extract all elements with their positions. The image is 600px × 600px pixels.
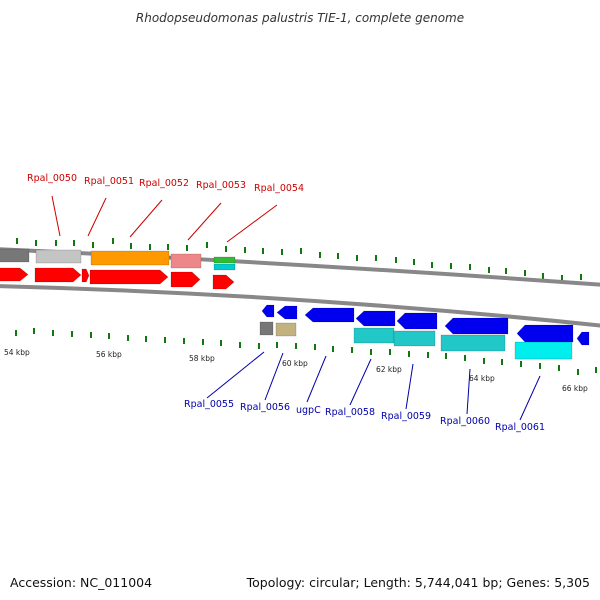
leader-lower-6: [519, 375, 541, 421]
gene-arrow-red-5: [212, 274, 235, 290]
scale-label-66kbp: 66 kbp: [562, 384, 588, 393]
leader-lower-0: [206, 351, 265, 399]
gene-box-rpal-0058: [353, 327, 395, 344]
leader-upper-3: [187, 202, 222, 241]
map-title: Rhodopseudomonas palustris TIE-1, comple…: [136, 11, 464, 25]
leader-lower-2: [306, 355, 327, 403]
gene-box-rpal-0054-cyan: [213, 263, 236, 271]
gene-label-rpal-0054[interactable]: Rpal_0054: [254, 183, 304, 194]
gene-arrow-blue-0: [261, 304, 275, 318]
leader-upper-0: [51, 195, 61, 237]
scale-label-58kbp: 58 kbp: [189, 354, 215, 363]
feature-track: [0, 248, 590, 360]
gene-label-rpal-0050[interactable]: Rpal_0050: [27, 173, 77, 184]
gene-arrow-blue-1: [276, 305, 298, 320]
gene-arrow-red-2: [81, 268, 90, 283]
leader-upper-4: [226, 204, 278, 243]
gene-label-rpal-0059[interactable]: Rpal_0059: [381, 411, 431, 422]
gene-arrow-blue-6: [516, 324, 574, 343]
gene-arrow-red-1: [34, 267, 82, 283]
gene-box-grey-left: [0, 248, 30, 263]
gene-label-rpal-0056[interactable]: Rpal_0056: [240, 402, 290, 413]
gene-arrow-blue-3: [355, 310, 396, 327]
gene-label-rpal-0061[interactable]: Rpal_0061: [495, 422, 545, 433]
gene-arrow-blue-4: [396, 312, 438, 330]
gene-box-rpal-0053: [170, 253, 202, 269]
leader-lower-4: [405, 363, 414, 410]
gene-label-rpal-0052[interactable]: Rpal_0052: [139, 178, 189, 189]
gene-arrow-blue-2: [304, 307, 355, 323]
scale-label-64kbp: 64 kbp: [469, 374, 495, 383]
gene-box-rpal-0052: [90, 250, 170, 266]
gene-box-rpal-0059: [393, 330, 436, 347]
leader-upper-2: [129, 199, 163, 238]
gene-arrow-red-4: [170, 271, 201, 288]
gene-box-rpal-0056: [275, 322, 297, 337]
gene-label-rpal-0058[interactable]: Rpal_0058: [325, 407, 375, 418]
gene-label-rpal-0051[interactable]: Rpal_0051: [84, 176, 134, 187]
gene-arrow-red-3: [89, 269, 169, 285]
accession-text: Accession: NC_011004: [10, 575, 152, 590]
leader-lower-1: [264, 352, 284, 401]
leader-lower-5: [466, 368, 471, 415]
tick-marks: [15, 238, 597, 375]
scale-label-54kbp: 54 kbp: [4, 348, 30, 357]
gene-box-rpal-0055: [259, 321, 274, 336]
gene-label-rpal-0055[interactable]: Rpal_0055: [184, 399, 234, 410]
gene-box-rpal-0050: [35, 249, 82, 264]
gene-box-rpal-0054-green: [213, 256, 236, 264]
gene-label-ugpc[interactable]: ugpC: [296, 405, 321, 416]
genome-summary-text: Topology: circular; Length: 5,744,041 bp…: [246, 575, 590, 590]
label-leader-lines: [51, 195, 541, 421]
scale-label-62kbp: 62 kbp: [376, 365, 402, 374]
scale-label-60kbp: 60 kbp: [282, 359, 308, 368]
gene-arrow-red-0: [0, 267, 29, 282]
gene-label-rpal-0060[interactable]: Rpal_0060: [440, 416, 490, 427]
leader-upper-1: [87, 197, 107, 237]
gene-label-rpal-0053[interactable]: Rpal_0053: [196, 180, 246, 191]
gene-arrow-blue-5: [444, 317, 509, 335]
gene-box-rpal-0060: [440, 334, 506, 352]
gene-arrow-blue-7: [576, 331, 590, 346]
backbone-lower-line: [0, 284, 600, 328]
gene-box-rpal-0061: [514, 341, 573, 360]
scale-label-56kbp: 56 kbp: [96, 350, 122, 359]
genome-backbone: [0, 247, 600, 328]
leader-lower-3: [349, 358, 372, 406]
